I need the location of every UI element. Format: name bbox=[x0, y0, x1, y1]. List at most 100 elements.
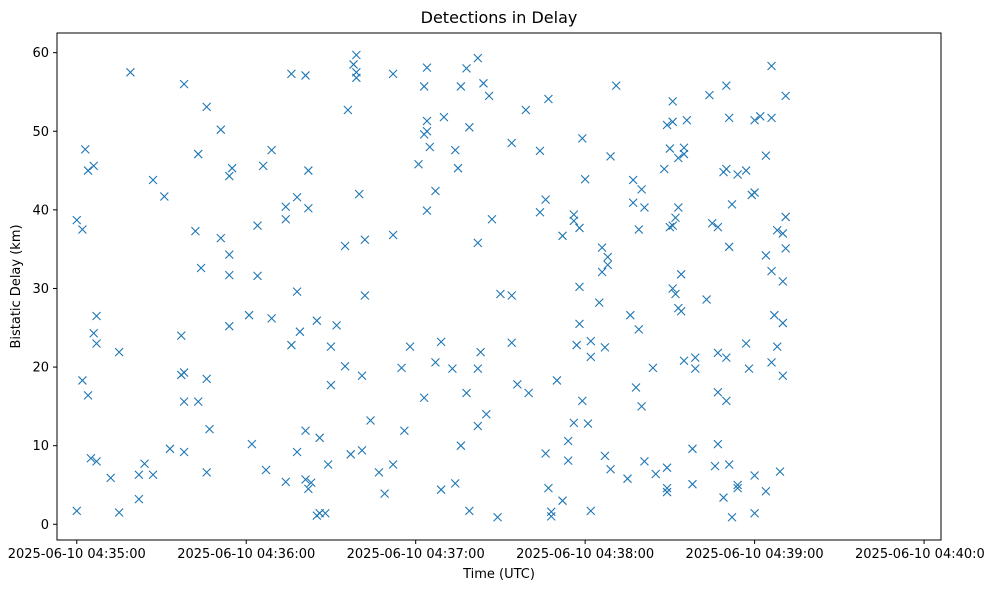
data-point bbox=[292, 287, 302, 296]
data-point bbox=[769, 310, 779, 320]
data-point bbox=[399, 426, 409, 436]
data-point bbox=[422, 126, 432, 136]
data-point bbox=[761, 151, 771, 161]
data-point bbox=[179, 397, 189, 407]
data-point bbox=[92, 311, 101, 321]
data-point bbox=[741, 166, 751, 175]
data-point bbox=[637, 185, 647, 194]
data-point bbox=[544, 483, 553, 493]
data-point bbox=[462, 63, 471, 73]
data-point bbox=[493, 512, 502, 522]
data-point bbox=[340, 361, 350, 371]
data-point bbox=[577, 133, 587, 143]
data-point bbox=[346, 449, 356, 459]
data-point bbox=[611, 81, 621, 91]
data-point bbox=[92, 339, 101, 348]
data-point bbox=[721, 81, 731, 91]
data-point bbox=[623, 474, 632, 484]
data-point bbox=[727, 512, 737, 522]
data-point bbox=[419, 82, 429, 91]
data-point bbox=[292, 192, 302, 202]
data-point bbox=[388, 69, 398, 79]
data-point bbox=[580, 174, 590, 184]
data-point bbox=[724, 460, 734, 469]
data-point bbox=[572, 340, 582, 350]
data-point bbox=[481, 409, 491, 419]
data-point bbox=[227, 163, 237, 173]
x-tick-label: 2025-06-10 04:39:00 bbox=[686, 547, 824, 562]
y-tick-label: 40 bbox=[32, 203, 49, 218]
data-point bbox=[544, 94, 553, 104]
data-point bbox=[772, 342, 782, 352]
data-point bbox=[767, 61, 776, 71]
data-point bbox=[343, 105, 353, 115]
data-point bbox=[450, 145, 460, 155]
data-point bbox=[625, 310, 635, 320]
data-point bbox=[340, 241, 350, 251]
data-point bbox=[258, 161, 268, 171]
data-point bbox=[775, 467, 785, 477]
data-point bbox=[301, 71, 310, 80]
data-point bbox=[176, 331, 186, 341]
data-point bbox=[772, 225, 782, 235]
data-point bbox=[603, 260, 613, 270]
data-point bbox=[216, 233, 226, 243]
data-point bbox=[668, 96, 678, 106]
plot-frame bbox=[56, 32, 942, 541]
data-point bbox=[702, 295, 711, 304]
data-point bbox=[563, 436, 573, 446]
data-point bbox=[224, 171, 234, 181]
x-axis-label: Time (UTC) bbox=[462, 567, 535, 582]
data-point bbox=[253, 221, 262, 230]
data-point bbox=[351, 50, 361, 60]
data-point bbox=[679, 143, 689, 153]
data-point bbox=[750, 508, 759, 518]
data-point bbox=[651, 469, 661, 479]
data-point bbox=[159, 192, 169, 201]
data-point bbox=[761, 251, 771, 260]
data-point bbox=[535, 146, 545, 156]
data-point bbox=[761, 486, 771, 496]
data-point bbox=[594, 298, 604, 308]
data-point bbox=[679, 149, 689, 159]
data-point bbox=[216, 125, 226, 135]
data-point bbox=[86, 453, 96, 463]
data-point bbox=[755, 111, 765, 121]
data-point bbox=[354, 189, 364, 199]
data-point bbox=[473, 53, 483, 63]
data-point bbox=[713, 387, 723, 397]
data-point bbox=[673, 203, 683, 212]
data-point bbox=[148, 175, 158, 185]
data-point bbox=[662, 487, 672, 497]
data-point bbox=[193, 397, 203, 407]
data-point bbox=[179, 447, 189, 457]
y-tick-label: 30 bbox=[32, 282, 49, 297]
data-point bbox=[78, 376, 87, 385]
data-point bbox=[668, 117, 678, 127]
data-point bbox=[721, 396, 731, 406]
data-point bbox=[586, 336, 596, 346]
data-point bbox=[710, 461, 720, 471]
data-point bbox=[707, 218, 717, 228]
chart-title: Detections in Delay bbox=[421, 8, 578, 27]
data-point bbox=[450, 479, 460, 488]
data-point bbox=[713, 348, 723, 358]
data-point bbox=[453, 163, 463, 173]
data-point bbox=[292, 447, 302, 457]
data-point bbox=[326, 342, 336, 352]
data-point bbox=[524, 388, 534, 398]
data-point bbox=[456, 441, 466, 451]
data-point bbox=[546, 507, 556, 517]
data-point bbox=[659, 164, 669, 174]
data-point bbox=[106, 473, 116, 483]
data-point bbox=[512, 379, 522, 389]
data-point bbox=[690, 353, 700, 363]
data-point bbox=[114, 347, 124, 357]
data-point bbox=[267, 145, 277, 155]
data-point bbox=[72, 215, 82, 225]
data-point bbox=[464, 506, 474, 516]
data-point bbox=[247, 439, 257, 449]
data-point bbox=[134, 470, 144, 480]
data-point bbox=[301, 475, 310, 484]
